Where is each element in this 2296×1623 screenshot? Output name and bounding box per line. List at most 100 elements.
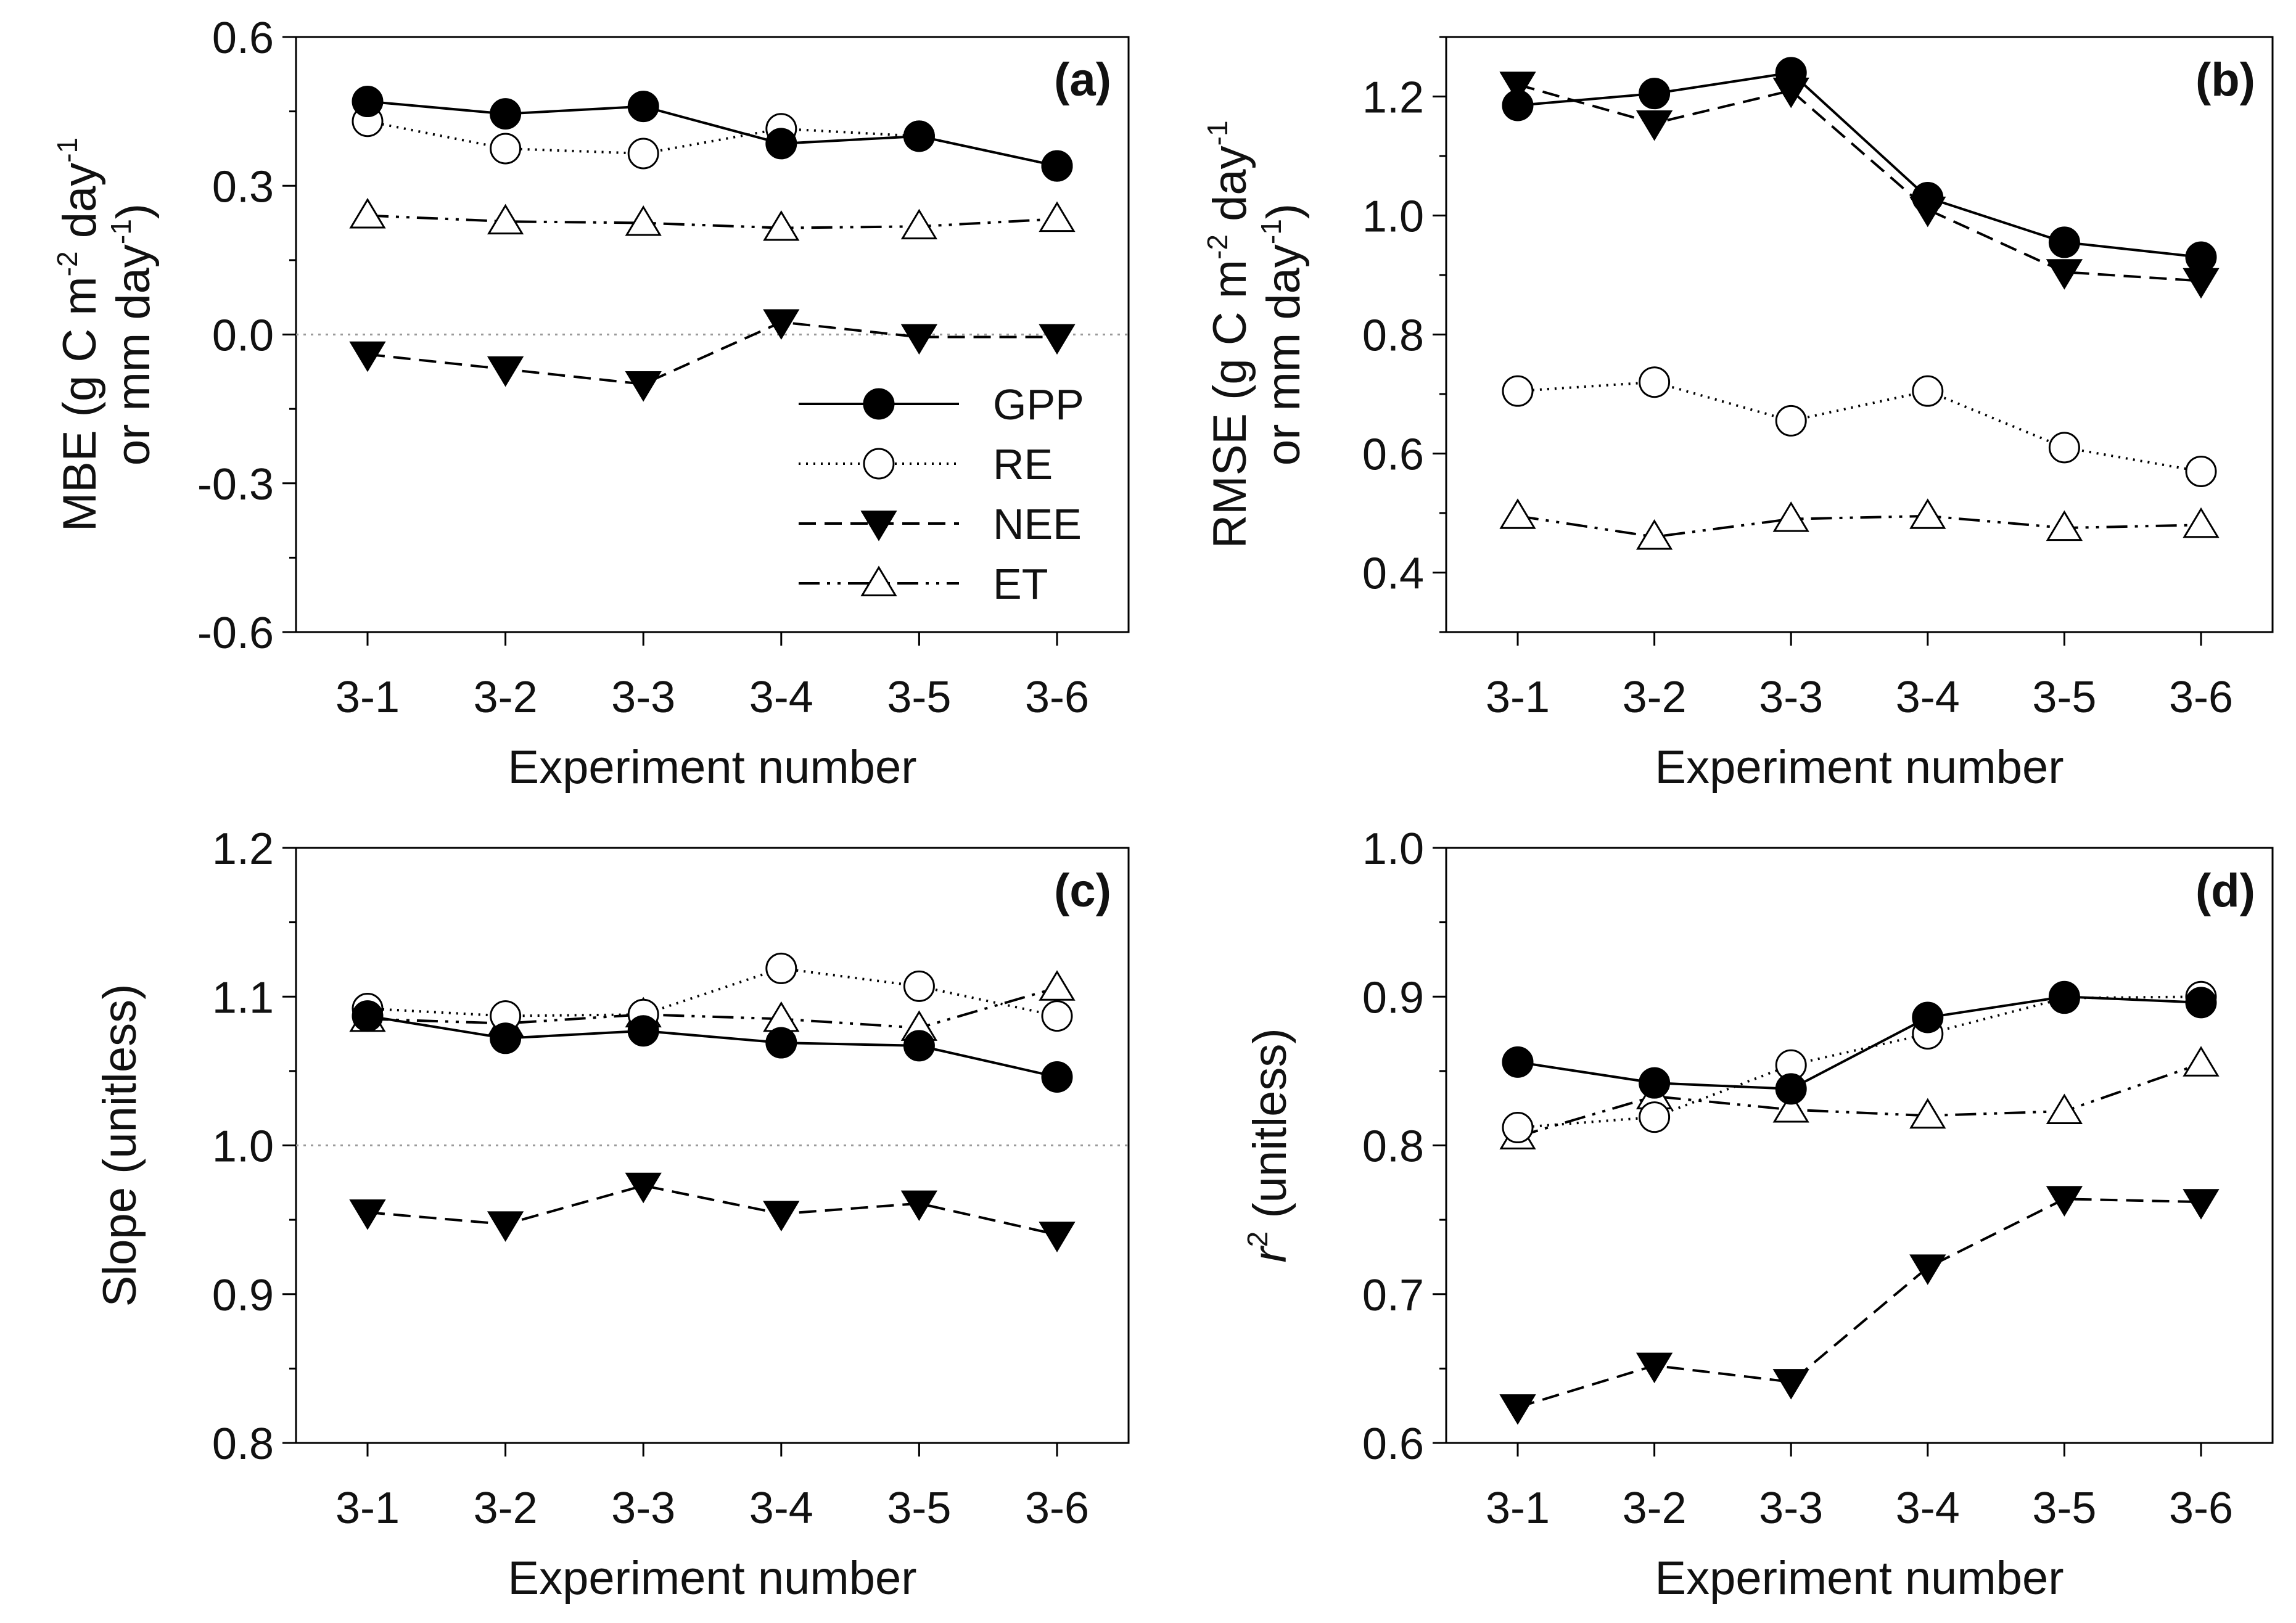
data-point-et xyxy=(625,205,662,236)
y-tick-label: 1.1 xyxy=(212,973,274,1022)
data-point-re xyxy=(1912,375,1944,407)
y-axis-title-sup: -2 xyxy=(1201,234,1233,260)
y-tick-label: 1.0 xyxy=(1362,192,1424,242)
y-axis-title: RMSE (g C m-2 day-1 xyxy=(1201,120,1256,548)
data-point-re xyxy=(1775,405,1807,437)
series-nee xyxy=(349,1172,1076,1252)
y-axis-title: r2 (unitless) xyxy=(1241,1028,1296,1262)
data-point-et xyxy=(2183,507,2220,538)
y-tick-label: 1.2 xyxy=(1362,73,1424,123)
data-point-gpp xyxy=(490,98,522,130)
x-axis-title: Experiment number xyxy=(508,1552,916,1605)
data-point-nee xyxy=(1636,1352,1673,1384)
data-point-nee xyxy=(763,1201,800,1232)
y-axis-title-sup: -1 xyxy=(51,138,83,163)
y-tick-label: 1.2 xyxy=(212,824,274,874)
series-re xyxy=(1502,366,2217,487)
y-tick-label: 0.7 xyxy=(1362,1271,1424,1320)
y-axis-title-text: MBE (g C m xyxy=(54,276,106,532)
data-point-re xyxy=(627,138,659,170)
data-point-gpp xyxy=(1041,150,1073,182)
series-et xyxy=(1499,1046,2220,1149)
legend-item-et: ET xyxy=(799,560,1048,608)
series-gpp xyxy=(1502,57,2217,273)
series-re xyxy=(1502,980,2217,1144)
series-et xyxy=(349,197,1076,241)
data-point-re xyxy=(2048,432,2080,464)
data-point-et xyxy=(349,197,386,229)
y-tick-label: 0.6 xyxy=(212,14,274,63)
data-point-et xyxy=(1909,498,1946,529)
data-point-gpp xyxy=(2185,987,2217,1019)
legend-item-re: RE xyxy=(799,440,1053,488)
y-axis-title-italic: r xyxy=(1244,1246,1296,1263)
x-tick-label: 3-2 xyxy=(1623,1484,1687,1533)
y-tick-label: 0.8 xyxy=(1362,1122,1424,1172)
x-tick-label: 3-4 xyxy=(749,1484,813,1533)
data-point-et xyxy=(1039,970,1076,1001)
series-nee xyxy=(1499,1186,2220,1425)
series-line-re xyxy=(367,120,1058,168)
data-point-re xyxy=(1041,1000,1073,1032)
data-point-gpp xyxy=(1912,182,1944,214)
y-tick-label: 1.0 xyxy=(1362,824,1424,874)
data-point-gpp xyxy=(1775,57,1807,89)
data-point-et xyxy=(1499,498,1536,529)
panel-label: (b) xyxy=(2195,54,2255,106)
data-point-gpp xyxy=(1775,1073,1807,1105)
legend-label: NEE xyxy=(993,500,1082,548)
x-tick-label: 3-5 xyxy=(2032,673,2096,722)
data-point-nee xyxy=(349,341,386,372)
x-tick-label: 3-5 xyxy=(887,1484,951,1533)
x-axis-title: Experiment number xyxy=(508,741,916,794)
series-nee xyxy=(349,309,1076,402)
data-point-re xyxy=(903,970,935,1002)
data-point-nee xyxy=(1039,324,1076,355)
y-axis-title: MBE (g C m-2 day-1 xyxy=(51,138,106,532)
data-point-re xyxy=(765,952,797,984)
data-point-gpp xyxy=(1041,1061,1073,1093)
y-tick-label: 0.4 xyxy=(1362,549,1424,599)
data-point-gpp xyxy=(765,1027,797,1059)
x-tick-label: 3-4 xyxy=(749,673,813,722)
x-tick-label: 3-6 xyxy=(1025,673,1089,722)
x-tick-label: 3-6 xyxy=(1025,1484,1089,1533)
series-line-nee xyxy=(367,321,1057,385)
legend-label: RE xyxy=(993,440,1053,488)
data-point-re xyxy=(1502,375,1534,407)
panel-label: (a) xyxy=(1054,54,1111,106)
data-point-et xyxy=(1039,201,1076,232)
data-point-et xyxy=(763,1001,800,1032)
y-axis-title: Slope (unitless) xyxy=(94,984,146,1307)
data-point-gpp xyxy=(1502,89,1534,121)
data-point-gpp xyxy=(2185,241,2217,273)
y-axis-title-text: day xyxy=(1204,146,1256,234)
series-line-gpp xyxy=(1517,71,2202,259)
series-re xyxy=(352,952,1073,1032)
series-gpp xyxy=(1502,980,2217,1105)
series-line-nee xyxy=(1517,83,2202,282)
y-axis-title-sup: -1 xyxy=(105,219,137,244)
y-axis-title-text: or mm day xyxy=(1257,244,1310,466)
legend-item-gpp: GPP xyxy=(799,380,1084,429)
y-axis-title-sup: 2 xyxy=(1241,1231,1273,1247)
data-point-nee xyxy=(2046,1186,2083,1217)
legend-label: ET xyxy=(993,560,1048,608)
data-point-nee xyxy=(2046,259,2083,290)
data-point-re xyxy=(1639,1101,1671,1133)
data-point-nee xyxy=(900,324,938,355)
panel-label: (d) xyxy=(2195,865,2255,917)
plot-frame xyxy=(1445,847,2274,1444)
data-point-gpp xyxy=(1502,1046,1534,1078)
series-nee xyxy=(1499,72,2220,299)
data-point-gpp xyxy=(765,128,797,160)
panel-label: (c) xyxy=(1054,865,1111,917)
y-axis-title-sup: -2 xyxy=(51,251,83,276)
series-gpp xyxy=(352,86,1073,182)
data-point-gpp xyxy=(627,1015,659,1047)
data-point-nee xyxy=(1909,1254,1946,1285)
data-point-et xyxy=(1636,519,1673,550)
data-point-re xyxy=(2185,455,2217,487)
legend-marker xyxy=(863,388,895,420)
